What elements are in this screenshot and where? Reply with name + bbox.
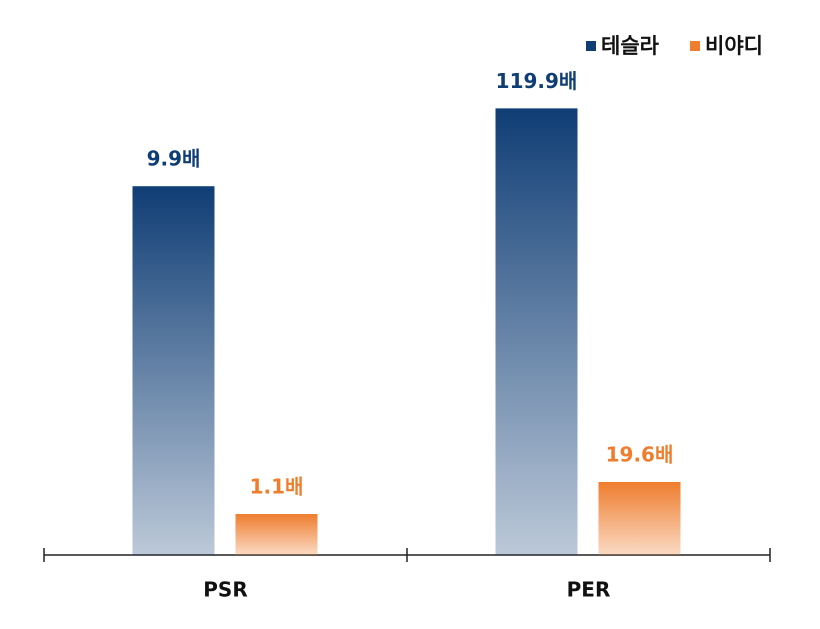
x-tick-label: PSR	[203, 578, 247, 602]
value-label: 9.9배	[147, 147, 201, 171]
value-label: 119.9배	[496, 69, 578, 93]
bar	[132, 186, 215, 555]
value-label: 1.1배	[250, 475, 304, 499]
bar	[495, 108, 578, 555]
x-tick-label: PER	[567, 578, 611, 602]
legend-swatch	[690, 41, 700, 51]
legend-label: 테슬라	[601, 34, 660, 58]
legend-label: 비야디	[705, 34, 763, 58]
bar	[235, 514, 318, 555]
value-label: 19.6배	[606, 442, 674, 466]
legend-swatch	[586, 41, 596, 51]
bar	[598, 481, 681, 555]
